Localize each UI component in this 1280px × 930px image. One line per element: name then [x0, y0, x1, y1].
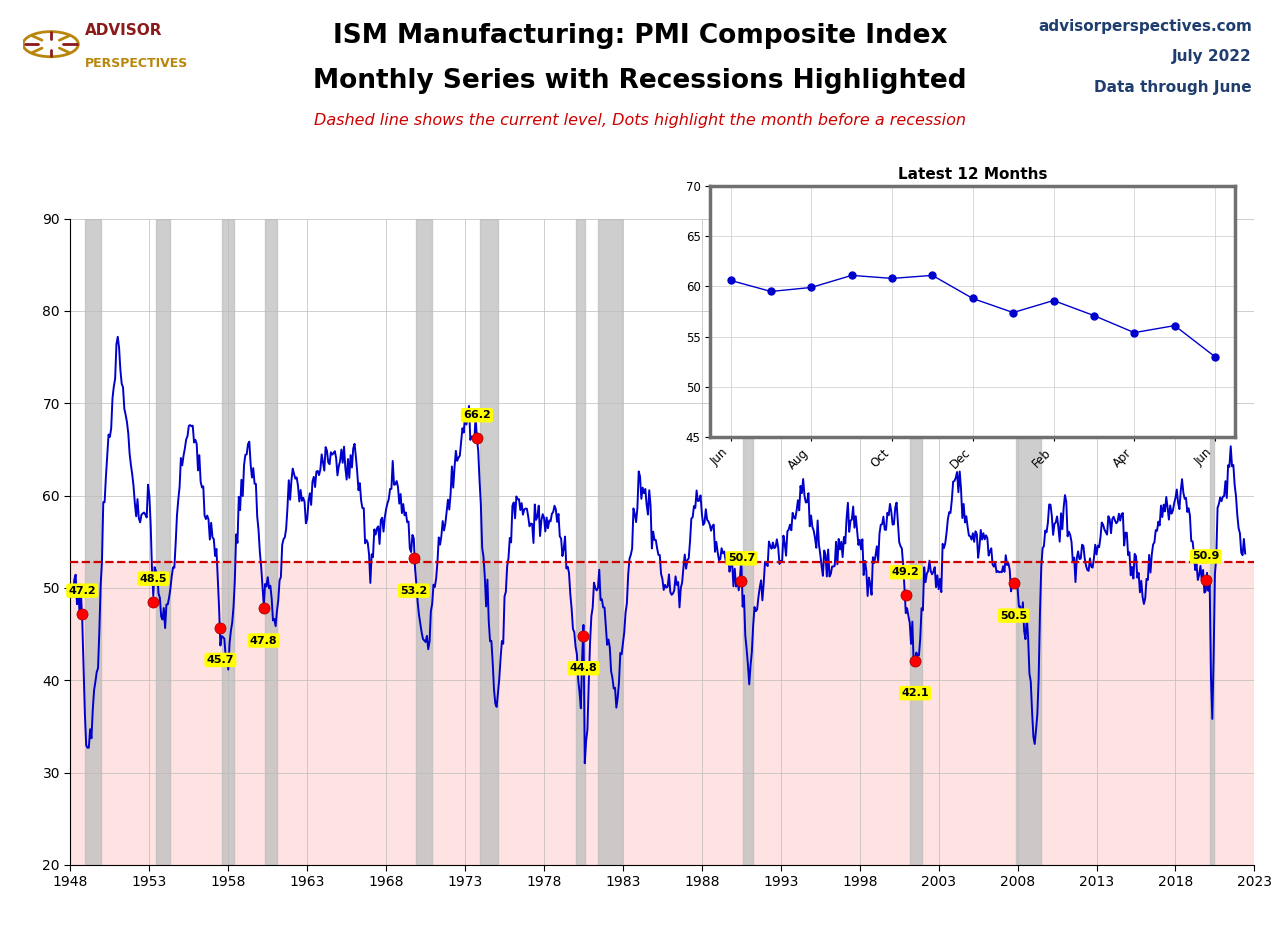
Text: ISM Manufacturing: PMI Composite Index: ISM Manufacturing: PMI Composite Index	[333, 23, 947, 49]
Bar	[742, 219, 753, 865]
Text: 50.7: 50.7	[728, 553, 755, 564]
Bar	[576, 219, 585, 865]
Bar	[910, 219, 922, 865]
Text: Dashed line shows the current level, Dots highlight the month before a recession: Dashed line shows the current level, Dot…	[314, 113, 966, 128]
Bar	[598, 219, 622, 865]
Text: 45.7: 45.7	[206, 655, 234, 665]
Text: Monthly Series with Recessions Highlighted: Monthly Series with Recessions Highlight…	[314, 68, 966, 94]
Text: advisorperspectives.com: advisorperspectives.com	[1038, 19, 1252, 33]
Text: PERSPECTIVES: PERSPECTIVES	[84, 58, 188, 70]
Bar	[265, 219, 276, 865]
Text: 42.1: 42.1	[901, 688, 929, 698]
Text: 53.2: 53.2	[401, 586, 428, 595]
Bar	[84, 219, 101, 865]
Bar	[1016, 219, 1041, 865]
Title: Latest 12 Months: Latest 12 Months	[899, 167, 1047, 182]
Bar	[1210, 219, 1213, 865]
Bar	[70, 562, 1254, 865]
Bar	[416, 219, 433, 865]
Text: 66.2: 66.2	[463, 410, 490, 420]
Text: 47.8: 47.8	[250, 635, 278, 645]
Text: 49.2: 49.2	[892, 567, 919, 578]
Text: ADVISOR: ADVISOR	[84, 22, 163, 38]
Text: Data through June: Data through June	[1094, 80, 1252, 95]
Bar	[221, 219, 233, 865]
Text: 50.5: 50.5	[1000, 611, 1028, 620]
Text: July 2022: July 2022	[1172, 49, 1252, 64]
Text: 44.8: 44.8	[570, 663, 598, 673]
Bar	[156, 219, 170, 865]
Text: 48.5: 48.5	[140, 574, 166, 584]
Text: 50.9: 50.9	[1192, 551, 1220, 562]
Bar	[480, 219, 498, 865]
Text: 47.2: 47.2	[68, 586, 96, 595]
